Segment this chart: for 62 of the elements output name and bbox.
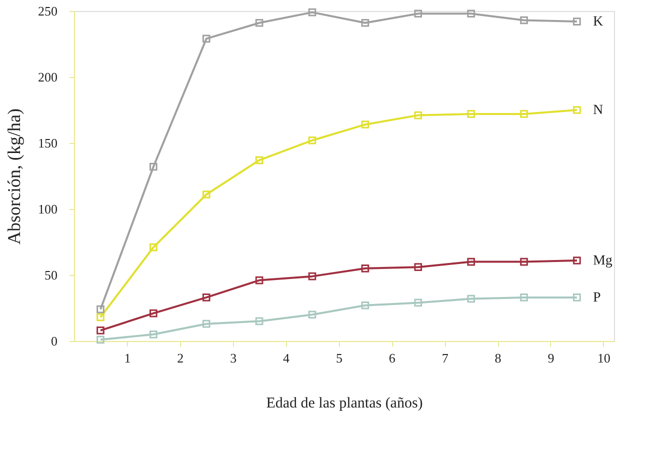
point: [573, 256, 581, 264]
point: [96, 305, 104, 314]
y-axis-title: Absorción, (kg/ha): [4, 108, 24, 244]
point: [202, 190, 210, 198]
point: [202, 320, 210, 328]
x-tick-label: 8: [494, 350, 502, 366]
point: [202, 294, 210, 302]
series-label: P: [592, 290, 601, 306]
point: [467, 294, 475, 303]
point: [414, 263, 422, 271]
y-tick-label: 50: [44, 268, 58, 282]
point: [96, 326, 104, 334]
point: [520, 294, 528, 302]
x-axis-title: Edad de las plantas (años): [266, 396, 423, 412]
y-tick-label: 0: [51, 334, 58, 348]
y-tick-label: 150: [38, 136, 58, 150]
point: [467, 258, 475, 266]
point: [308, 136, 316, 144]
point: [96, 336, 104, 344]
point: [255, 156, 264, 164]
point: [573, 18, 581, 26]
point: [573, 106, 581, 114]
series-label: Mg: [592, 253, 612, 268]
point: [414, 10, 422, 18]
point: [361, 120, 370, 128]
x-tick-label: 1: [124, 350, 131, 366]
point: [361, 264, 370, 272]
point: [202, 34, 210, 43]
point: [150, 330, 158, 338]
x-tick-label: 5: [336, 350, 342, 366]
x-tick-label: 9: [548, 350, 554, 366]
point: [308, 310, 316, 319]
point: [414, 111, 422, 120]
point: [414, 298, 422, 307]
x-tick-label: 2: [177, 350, 184, 366]
point: [467, 10, 475, 18]
point: [308, 8, 316, 16]
point: [255, 317, 264, 326]
y-tick-label: 250: [38, 4, 58, 18]
point: [150, 162, 158, 171]
point: [520, 16, 528, 24]
point: [150, 243, 158, 252]
point: [467, 110, 475, 118]
x-tick-label: 6: [388, 350, 396, 366]
point: [150, 309, 158, 318]
x-tick-label: 3: [230, 350, 237, 366]
y-tick-label: 100: [38, 202, 58, 216]
x-tick-label: 10: [597, 350, 610, 366]
point: [308, 272, 316, 280]
point: [520, 110, 528, 118]
x-tick-label: 4: [283, 350, 290, 366]
point: [96, 313, 104, 322]
point: [255, 276, 264, 284]
x-tick-label: 7: [442, 350, 449, 366]
point: [520, 258, 528, 266]
series-label: N: [592, 103, 604, 118]
point: [361, 301, 370, 310]
point: [573, 294, 581, 302]
y-tick-label: 200: [38, 70, 58, 84]
series-label: K: [592, 14, 604, 30]
point: [361, 18, 370, 27]
point: [255, 18, 264, 27]
